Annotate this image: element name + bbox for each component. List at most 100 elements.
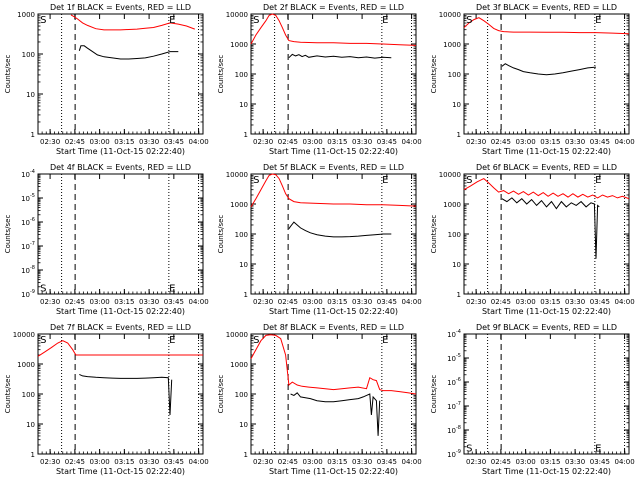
chart-panel-7: Det 7f BLACK = Events, RED = LLD 1 10 100 10… — [4, 323, 209, 476]
x-tick-label: 03:15 — [114, 458, 134, 466]
y-tick-label: 10000 — [439, 11, 461, 19]
x-tick-label: 03:15 — [540, 298, 560, 306]
y-tick-label: 10000 — [439, 171, 461, 179]
x-tick-label: 03:00 — [303, 298, 323, 306]
y-tick-label: 1000 — [230, 41, 248, 49]
marker-s: S — [466, 175, 472, 186]
y-tick-label: 10 — [239, 101, 248, 109]
marker-e: E — [595, 175, 601, 186]
chart-panel-4: Det 4f BLACK = Events, RED = LLD 10-9 10-8… — [4, 163, 209, 316]
y-axis-label: Counts/sec — [4, 375, 12, 414]
x-tick-label: 02:45 — [491, 298, 511, 306]
x-tick-label: 03:15 — [540, 458, 560, 466]
x-tick-label: 03:00 — [516, 138, 536, 146]
x-tick-label: 03:30 — [565, 298, 585, 306]
x-tick-label: 04:00 — [402, 138, 422, 146]
series-line-black — [288, 221, 392, 238]
y-tick-label: 1000 — [443, 41, 461, 49]
y-tick-label: 1000 — [17, 361, 35, 369]
x-axis-label: Start Time (11-Oct-15 02:22:40) — [56, 307, 185, 316]
x-tick-label: 03:45 — [164, 138, 184, 146]
x-tick-label: 04:00 — [189, 138, 209, 146]
chart-panel-9: Det 9f BLACK = Events, RED = LLD 10-9 10-8… — [430, 323, 635, 476]
marker-s: S — [466, 444, 472, 455]
y-tick-label: 10 — [452, 261, 461, 269]
marker-e: E — [595, 444, 601, 455]
y-tick-label: 10000 — [13, 331, 35, 339]
chart-title: Det 2f BLACK = Events, RED = LLD — [263, 3, 404, 12]
x-tick-label: 04:00 — [402, 458, 422, 466]
series-line-red — [463, 178, 630, 200]
x-tick-label: 03:30 — [565, 458, 585, 466]
x-tick-label: 02:30 — [40, 138, 60, 146]
x-tick-label: 04:00 — [189, 298, 209, 306]
x-tick-label: 03:15 — [114, 298, 134, 306]
series-line-red — [70, 14, 195, 31]
x-tick-label: 02:30 — [466, 458, 486, 466]
marker-e: E — [169, 15, 175, 26]
x-tick-label: 03:15 — [327, 458, 347, 466]
y-tick-label: 1000 — [443, 201, 461, 209]
series-line-black — [290, 392, 381, 436]
plot-frame — [250, 333, 417, 455]
chart-title: Det 7f BLACK = Events, RED = LLD — [50, 323, 191, 332]
x-tick-label: 03:30 — [352, 138, 372, 146]
series-line-red — [250, 334, 417, 395]
y-tick-label: 10-7 — [21, 241, 35, 251]
x-tick-label: 02:30 — [253, 138, 273, 146]
x-tick-label: 03:30 — [139, 138, 159, 146]
series-line-red — [250, 173, 417, 208]
y-tick-label: 100 — [235, 391, 248, 399]
y-tick-label: 10 — [239, 421, 248, 429]
chart-title: Det 9f BLACK = Events, RED = LLD — [476, 323, 617, 332]
y-axis-label: Counts/sec — [217, 215, 225, 254]
marker-e: E — [595, 15, 601, 26]
series-line-red — [463, 17, 630, 35]
series-line-black — [501, 197, 600, 259]
x-tick-label: 03:00 — [90, 298, 110, 306]
y-tick-label: 10-9 — [447, 449, 461, 459]
y-tick-label: 10-7 — [447, 401, 461, 411]
x-tick-label: 03:45 — [590, 138, 610, 146]
x-tick-label: 02:30 — [466, 298, 486, 306]
x-tick-label: 02:45 — [278, 138, 298, 146]
y-tick-label: 10000 — [226, 171, 248, 179]
y-tick-label: 1 — [244, 131, 248, 139]
x-tick-label: 03:00 — [303, 138, 323, 146]
marker-s: S — [253, 335, 259, 346]
y-tick-label: 1 — [244, 291, 248, 299]
marker-s: S — [253, 175, 259, 186]
x-tick-label: 02:45 — [65, 458, 85, 466]
x-tick-label: 03:45 — [164, 298, 184, 306]
x-tick-label: 02:45 — [65, 138, 85, 146]
marker-s: S — [40, 284, 46, 295]
series-line-red — [250, 13, 417, 46]
chart-title: Det 6f BLACK = Events, RED = LLD — [476, 163, 617, 172]
y-tick-label: 1000 — [17, 11, 35, 19]
x-tick-label: 03:15 — [114, 138, 134, 146]
x-tick-label: 04:00 — [615, 298, 635, 306]
series-line-red — [37, 340, 203, 357]
x-axis-label: Start Time (11-Oct-15 02:22:40) — [482, 467, 611, 476]
plot-frame — [37, 173, 204, 295]
x-tick-label: 03:45 — [590, 458, 610, 466]
marker-s: S — [40, 335, 46, 346]
x-tick-label: 03:00 — [90, 138, 110, 146]
series-line-black — [79, 373, 173, 416]
plot-frame — [463, 173, 630, 295]
y-tick-label: 10-8 — [447, 425, 461, 435]
y-tick-label: 100 — [235, 231, 248, 239]
y-tick-label: 1 — [244, 451, 248, 459]
chart-title: Det 8f BLACK = Events, RED = LLD — [263, 323, 404, 332]
y-axis-label: Counts/sec — [430, 375, 438, 414]
chart-title: Det 1f BLACK = Events, RED = LLD — [50, 3, 191, 12]
x-tick-label: 02:30 — [253, 298, 273, 306]
x-tick-label: 03:45 — [377, 458, 397, 466]
y-tick-label: 10 — [26, 91, 35, 99]
x-axis-label: Start Time (11-Oct-15 02:22:40) — [56, 147, 185, 156]
y-axis-label: Counts/sec — [217, 55, 225, 94]
x-tick-label: 04:00 — [615, 458, 635, 466]
y-tick-label: 1 — [457, 131, 461, 139]
x-tick-label: 03:30 — [352, 298, 372, 306]
y-tick-label: 10-4 — [447, 329, 461, 339]
